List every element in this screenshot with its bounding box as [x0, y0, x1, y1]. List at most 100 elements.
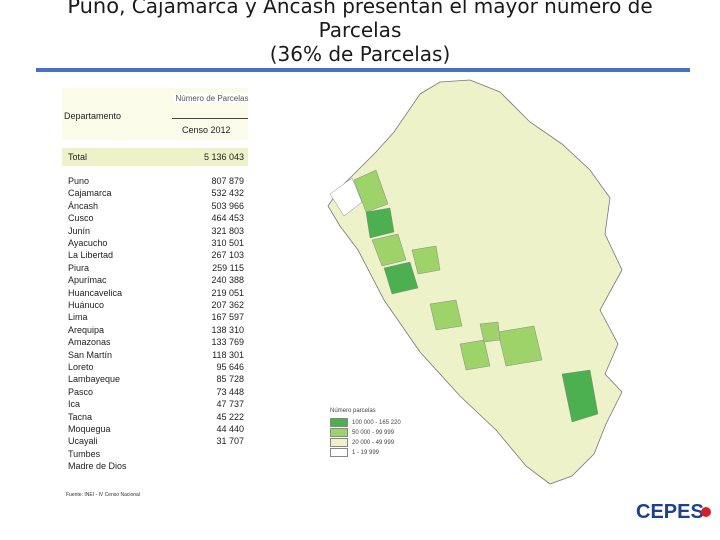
title-line1-rest: , Cajamarca y Áncash presentan el mayor … — [119, 0, 653, 18]
legend-label: 50 000 - 99 999 — [352, 429, 395, 436]
region-cusco — [497, 325, 543, 367]
row-value: 118 301 — [212, 349, 244, 360]
table-row: Arequipa 138 310 — [62, 325, 248, 337]
legend-swatch — [330, 448, 348, 457]
map-outline — [327, 79, 623, 485]
region-apurimac — [479, 321, 501, 343]
row-value: 267 103 — [211, 250, 244, 261]
legend-item: 100 000 - 165 220 — [330, 418, 401, 427]
row-value: 85 728 — [216, 374, 244, 385]
table-row: Huancavelica 219 051 — [62, 288, 248, 300]
region-ancash — [383, 261, 419, 295]
row-department: Lambayeque — [68, 374, 121, 385]
row-department: La Libertad — [68, 250, 114, 261]
row-value: 464 453 — [211, 213, 244, 224]
legend-item: 20 000 - 49 999 — [330, 438, 401, 447]
table-row: Junín 321 803 — [62, 226, 248, 238]
table-source: Fuente: INEI - IV Censo Nacional — [66, 492, 140, 498]
table-row: Áncash 503 966 — [62, 201, 248, 213]
region-huanuco — [411, 245, 441, 275]
header-census: Censo 2012 — [182, 125, 231, 135]
table-row: Moquegua 44 440 — [62, 424, 248, 436]
legend-swatch — [330, 438, 348, 447]
row-value: 45 222 — [216, 411, 244, 422]
slide-title: Puno, Cajamarca y Áncash presentan el ma… — [40, 0, 680, 66]
row-department: Madre de Dios — [68, 461, 127, 472]
row-value: 321 803 — [211, 225, 244, 236]
legend-label: 100 000 - 165 220 — [352, 419, 401, 426]
row-value: 240 388 — [211, 275, 244, 286]
region-amazonas — [353, 169, 389, 213]
table-row: Cajamarca 532 432 — [62, 188, 248, 200]
total-label: Total — [68, 152, 88, 162]
row-department: Huancavelica — [68, 287, 123, 298]
table-row: Madre de Dios — [62, 461, 248, 473]
region-puno — [561, 369, 599, 423]
cepes-logo: CEPES — [636, 501, 711, 523]
row-value: 310 501 — [211, 238, 244, 248]
total-row: Total 5 136 043 — [62, 148, 248, 166]
row-value: 532 432 — [211, 188, 244, 199]
table-row: Piura 259 115 — [62, 263, 248, 275]
row-department: Ica — [68, 399, 81, 410]
peru-map — [327, 79, 623, 485]
row-value: 207 362 — [211, 300, 244, 310]
table-row: Loreto 95 646 — [62, 362, 248, 374]
row-value: 219 051 — [211, 287, 244, 298]
header-number: Número de Parcelas — [174, 94, 250, 103]
legend-label: 1 - 19 999 — [352, 449, 380, 456]
region-junin — [429, 299, 463, 331]
table-row: Apurímac 240 388 — [62, 275, 248, 287]
row-department: San Martín — [68, 349, 113, 360]
row-value: 73 448 — [216, 386, 244, 397]
row-value: 95 646 — [216, 362, 244, 372]
region-ayacucho — [459, 339, 491, 371]
row-department: Loreto — [68, 362, 94, 372]
row-value: 47 737 — [216, 399, 244, 410]
total-value: 5 136 043 — [203, 152, 244, 162]
row-value: 167 597 — [211, 312, 244, 323]
table-row: Lima 167 597 — [62, 312, 248, 324]
legend-swatch — [330, 428, 348, 437]
row-department: Puno — [68, 176, 90, 186]
row-department: Arequipa — [68, 324, 105, 335]
table-row: Pasco 73 448 — [62, 387, 248, 399]
table-row: Ica 47 737 — [62, 399, 248, 411]
header-department: Departamento — [64, 111, 122, 121]
row-department: Tumbes — [68, 448, 101, 459]
row-department: Huánuco — [68, 300, 105, 310]
table-row: Huánuco 207 362 — [62, 300, 248, 312]
row-department: Junín — [68, 225, 91, 236]
row-value: 138 310 — [211, 324, 244, 335]
table-row: Ucayali 31 707 — [62, 436, 248, 448]
row-department: Áncash — [68, 200, 99, 211]
row-department: Moquegua — [68, 424, 111, 434]
row-department: Piura — [68, 262, 90, 273]
table-row: Tacna 45 222 — [62, 412, 248, 424]
region-la-libertad — [371, 233, 407, 267]
row-value: 133 769 — [211, 337, 244, 348]
table-row: Lambayeque 85 728 — [62, 374, 248, 386]
region-cajamarca — [365, 207, 395, 239]
row-value: 44 440 — [216, 424, 244, 434]
legend-swatch — [330, 418, 348, 427]
title-line3: (36% de Parcelas) — [269, 42, 451, 66]
table-row: Ayacucho 310 501 — [62, 238, 248, 250]
logo-text: CEPES — [636, 501, 704, 523]
logo-accent-icon — [701, 507, 711, 517]
title-line2: Parcelas — [318, 18, 402, 42]
table-header: Departamento Número de Parcelas Censo 20… — [62, 88, 250, 140]
row-value: 31 707 — [216, 436, 244, 447]
row-department: Tacna — [68, 411, 93, 422]
row-department: Cusco — [68, 213, 94, 224]
row-department: Ucayali — [68, 436, 98, 447]
legend-label: 20 000 - 49 999 — [352, 439, 395, 446]
header-divider — [172, 118, 248, 119]
table-row: San Martín 118 301 — [62, 350, 248, 362]
row-department: Lima — [68, 312, 88, 323]
table-row: Amazonas 133 769 — [62, 337, 248, 349]
title-rule — [36, 68, 690, 72]
row-department: Amazonas — [68, 337, 111, 348]
table-row: Puno 807 879 — [62, 176, 248, 188]
row-department: Cajamarca — [68, 188, 112, 199]
